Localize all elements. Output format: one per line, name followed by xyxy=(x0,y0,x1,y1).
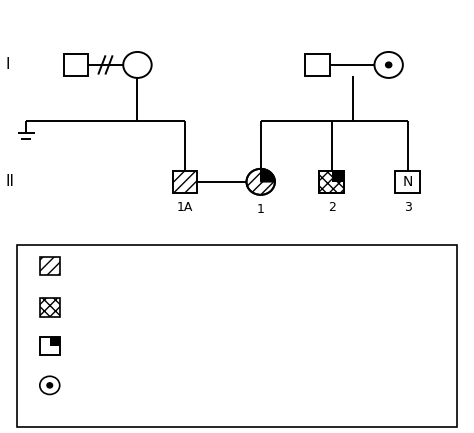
Text: II: II xyxy=(6,174,15,189)
Bar xyxy=(319,171,344,193)
Text: 1: 1 xyxy=(257,203,264,216)
Circle shape xyxy=(40,376,60,394)
Text: 1A: 1A xyxy=(177,201,193,214)
Bar xyxy=(40,337,60,355)
Circle shape xyxy=(47,383,53,388)
Circle shape xyxy=(385,62,392,68)
Bar xyxy=(395,171,420,193)
Circle shape xyxy=(123,52,152,78)
Text: Full mutation FMR1 gene: Full mutation FMR1 gene xyxy=(100,340,255,353)
Text: Mental retardation, mild: Mental retardation, mild xyxy=(100,260,251,273)
Text: Mental retardation, moderate/severe: Mental retardation, moderate/severe xyxy=(100,301,331,314)
Circle shape xyxy=(246,169,275,195)
Bar xyxy=(332,171,344,182)
Bar xyxy=(173,171,197,193)
Bar xyxy=(319,171,344,193)
Text: 3: 3 xyxy=(404,201,411,214)
Text: N: N xyxy=(402,175,413,189)
Bar xyxy=(305,54,330,76)
Text: I: I xyxy=(6,58,10,72)
Text: Premutation FMR1 gene: Premutation FMR1 gene xyxy=(100,379,250,392)
Circle shape xyxy=(374,52,403,78)
Bar xyxy=(17,245,457,427)
Bar xyxy=(50,337,60,346)
Wedge shape xyxy=(261,169,275,182)
Text: 2: 2 xyxy=(328,201,336,214)
Bar xyxy=(64,54,88,76)
Bar xyxy=(40,298,60,317)
Bar xyxy=(40,337,60,355)
Bar xyxy=(40,257,60,275)
